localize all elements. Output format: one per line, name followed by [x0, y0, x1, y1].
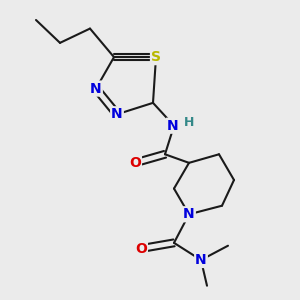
Text: O: O	[129, 156, 141, 170]
Text: N: N	[183, 207, 195, 221]
Text: N: N	[90, 82, 102, 96]
Text: N: N	[167, 119, 178, 133]
Text: N: N	[111, 107, 123, 121]
Text: S: S	[151, 50, 161, 64]
Text: N: N	[195, 253, 207, 267]
Text: H: H	[184, 116, 194, 129]
Text: O: O	[135, 242, 147, 256]
